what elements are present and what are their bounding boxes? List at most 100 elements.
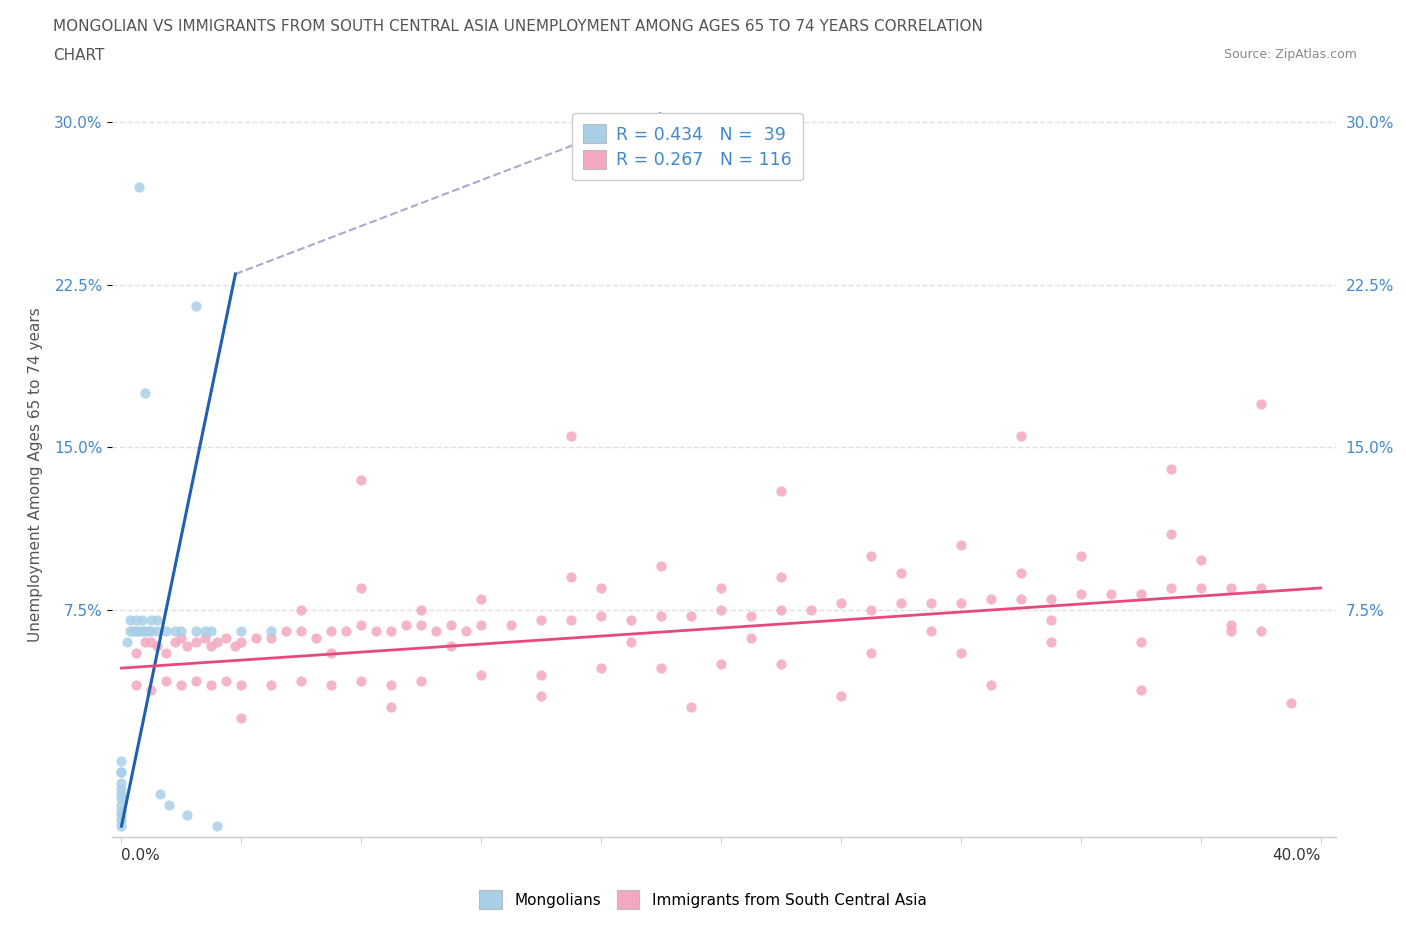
Point <box>710 657 733 671</box>
Point <box>231 678 253 693</box>
Point <box>245 631 267 645</box>
Point <box>1219 624 1241 639</box>
Point <box>138 624 160 639</box>
Point <box>120 613 142 628</box>
Point <box>1219 618 1241 632</box>
Point <box>146 624 169 639</box>
Point <box>128 179 150 194</box>
Point <box>395 618 418 632</box>
Point <box>890 565 912 580</box>
Point <box>949 596 972 611</box>
Point <box>859 548 882 563</box>
Point <box>170 631 193 645</box>
Point <box>920 596 942 611</box>
Point <box>366 624 388 639</box>
Y-axis label: Unemployment Among Ages 65 to 74 years: Unemployment Among Ages 65 to 74 years <box>28 307 44 642</box>
Point <box>350 673 373 688</box>
Point <box>125 613 148 628</box>
Point <box>1099 587 1122 602</box>
Point <box>770 657 793 671</box>
Point <box>165 624 187 639</box>
Point <box>141 634 163 649</box>
Point <box>110 797 132 812</box>
Point <box>920 624 942 639</box>
Point <box>380 624 402 639</box>
Point <box>859 603 882 618</box>
Text: 0.0%: 0.0% <box>121 848 160 863</box>
Point <box>380 678 402 693</box>
Point <box>1070 587 1092 602</box>
Point <box>276 624 298 639</box>
Text: Source: ZipAtlas.com: Source: ZipAtlas.com <box>1223 48 1357 61</box>
Point <box>530 667 553 682</box>
Point <box>770 483 793 498</box>
Point <box>620 613 643 628</box>
Point <box>1160 526 1182 541</box>
Point <box>260 631 283 645</box>
Point <box>1039 591 1062 606</box>
Point <box>134 386 156 401</box>
Point <box>117 634 139 649</box>
Point <box>176 808 198 823</box>
Point <box>681 609 703 624</box>
Point <box>141 683 163 698</box>
Point <box>411 673 433 688</box>
Point <box>134 624 156 639</box>
Legend: Mongolians, Immigrants from South Central Asia: Mongolians, Immigrants from South Centra… <box>474 884 932 915</box>
Point <box>470 618 492 632</box>
Point <box>155 645 177 660</box>
Point <box>1129 634 1152 649</box>
Point <box>110 764 132 779</box>
Point <box>146 639 169 654</box>
Point <box>290 673 312 688</box>
Point <box>165 634 187 649</box>
Point <box>176 639 198 654</box>
Point <box>141 613 163 628</box>
Point <box>350 472 373 487</box>
Point <box>1250 396 1272 411</box>
Point <box>440 639 463 654</box>
Point <box>149 786 172 801</box>
Point <box>411 618 433 632</box>
Point <box>620 634 643 649</box>
Point <box>110 812 132 827</box>
Point <box>1189 552 1212 567</box>
Point <box>200 678 222 693</box>
Point <box>1039 634 1062 649</box>
Point <box>155 624 177 639</box>
Point <box>224 639 246 654</box>
Point <box>1039 613 1062 628</box>
Point <box>215 673 238 688</box>
Point <box>231 634 253 649</box>
Legend: R = 0.434   N =  39, R = 0.267   N = 116: R = 0.434 N = 39, R = 0.267 N = 116 <box>572 113 803 180</box>
Point <box>1010 429 1032 444</box>
Point <box>170 624 193 639</box>
Point <box>305 631 328 645</box>
Point <box>194 624 217 639</box>
Point <box>710 603 733 618</box>
Point <box>1129 683 1152 698</box>
Point <box>501 618 523 632</box>
Point <box>350 618 373 632</box>
Point <box>146 613 169 628</box>
Point <box>1010 591 1032 606</box>
Point <box>155 673 177 688</box>
Point <box>770 570 793 585</box>
Point <box>186 624 208 639</box>
Point <box>650 660 672 675</box>
Point <box>470 591 492 606</box>
Point <box>1250 580 1272 595</box>
Text: CHART: CHART <box>53 48 105 63</box>
Point <box>321 678 343 693</box>
Point <box>980 591 1002 606</box>
Point <box>980 678 1002 693</box>
Point <box>260 624 283 639</box>
Point <box>120 624 142 639</box>
Point <box>200 624 222 639</box>
Point <box>260 678 283 693</box>
Point <box>125 645 148 660</box>
Point <box>710 580 733 595</box>
Point <box>159 797 181 812</box>
Point <box>1070 548 1092 563</box>
Point <box>186 673 208 688</box>
